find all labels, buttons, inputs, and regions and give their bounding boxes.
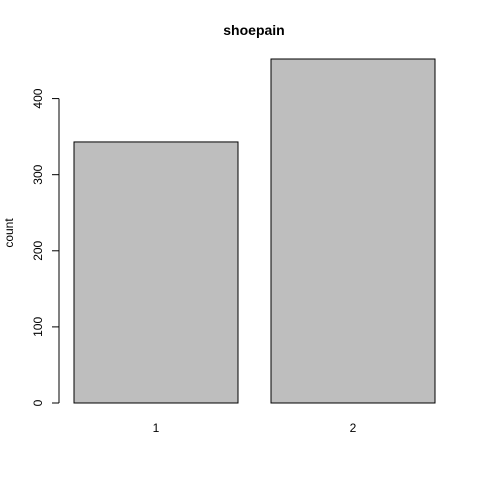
y-tick-label: 0 — [31, 399, 45, 406]
y-tick-label: 300 — [31, 164, 45, 184]
y-tick-label: 400 — [31, 88, 45, 108]
y-tick-label: 100 — [31, 317, 45, 337]
chart-title: shoepain — [223, 22, 284, 38]
x-tick-label: 1 — [153, 421, 160, 435]
bars-group — [73, 58, 436, 404]
y-tick-label: 200 — [31, 240, 45, 260]
bar-1 — [73, 141, 239, 404]
bar-2 — [270, 58, 436, 404]
y-axis-label: count — [2, 218, 16, 248]
x-tick-label: 2 — [350, 421, 357, 435]
y-axis: 0 100 200 300 400 — [31, 88, 60, 406]
